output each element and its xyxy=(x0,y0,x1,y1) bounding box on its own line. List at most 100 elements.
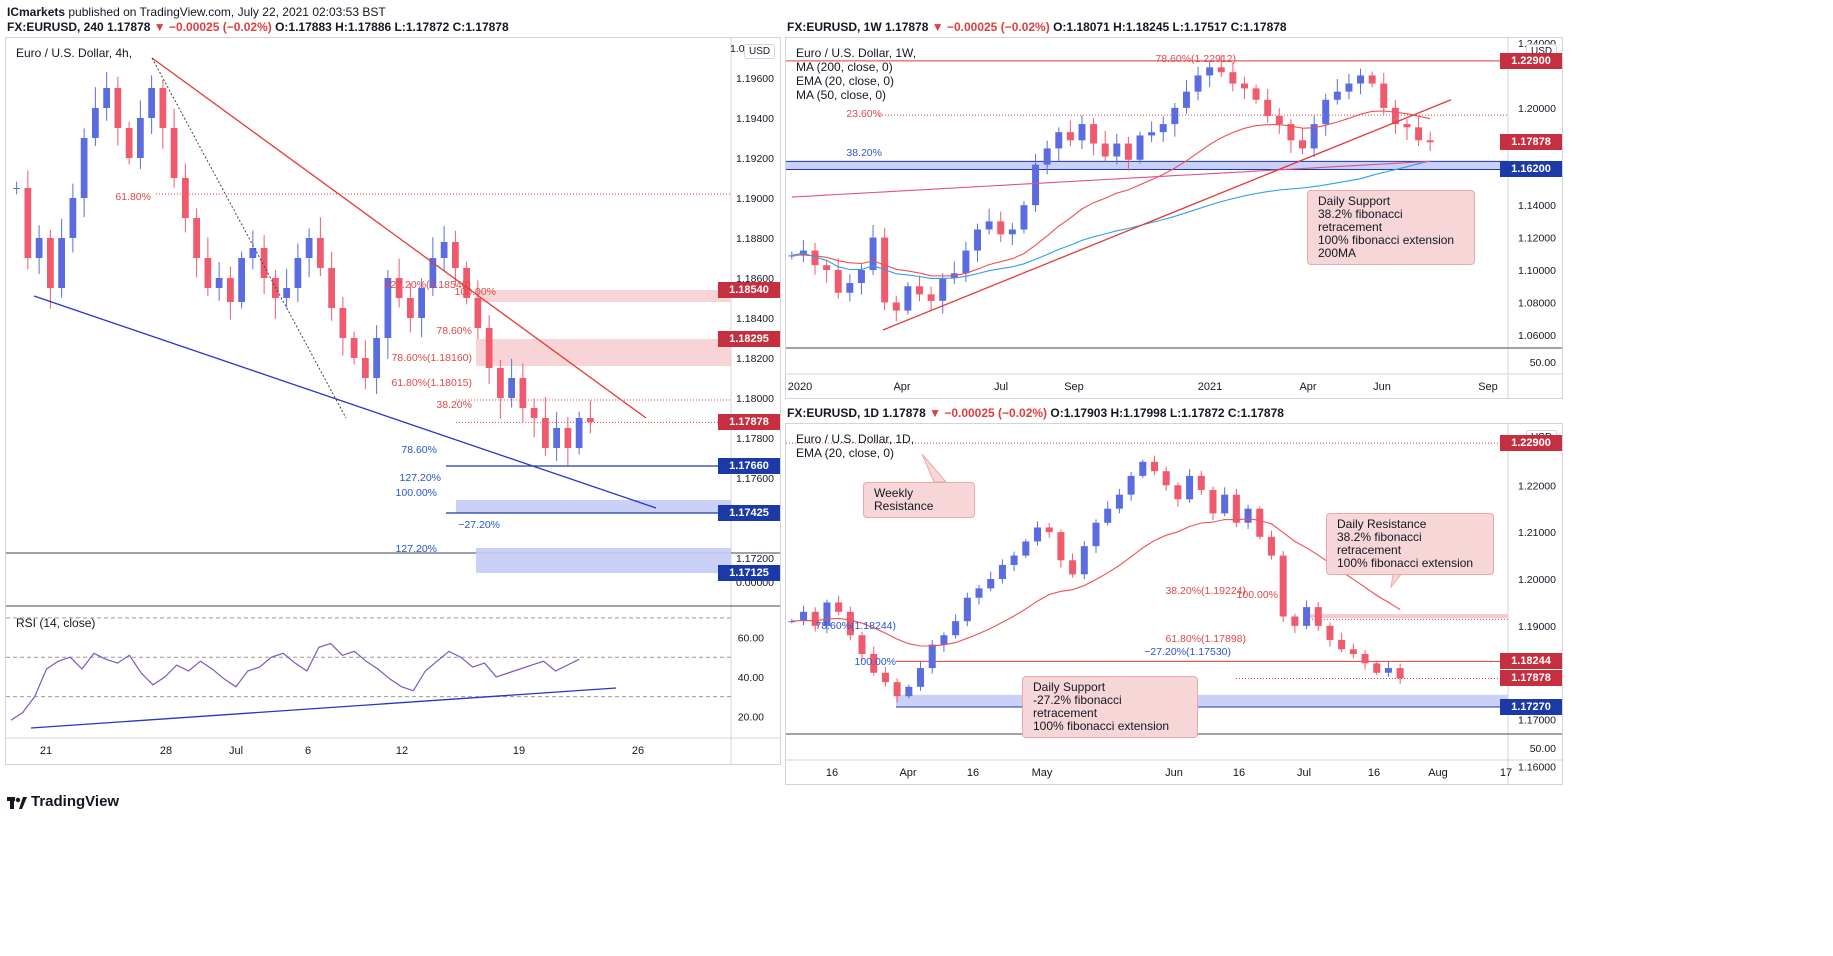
d1-fib-label: −27.20%(1.17530) xyxy=(1144,646,1231,658)
h4-candle xyxy=(452,242,459,268)
d1-x-label: Aug xyxy=(1428,767,1448,779)
w1-candle xyxy=(1101,143,1109,157)
w1-open: O:1.18071 xyxy=(1053,20,1110,34)
w1-x-label: 2020 xyxy=(788,381,812,393)
d1-candle xyxy=(1092,522,1100,547)
w1-candle xyxy=(1368,75,1376,84)
w1-candle xyxy=(916,286,923,295)
d1-candle xyxy=(1279,555,1287,617)
h4-currency-button[interactable]: USD xyxy=(744,44,776,59)
w1-candle xyxy=(1357,75,1365,84)
d1-candle xyxy=(870,654,878,673)
w1-fib-label: 23.60% xyxy=(846,108,882,120)
h4-candle xyxy=(47,238,54,288)
d1-indicator-ema20: EMA (20, close, 0) xyxy=(796,446,895,460)
d1-candle xyxy=(846,611,854,636)
w1-x-label: 2021 xyxy=(1198,381,1222,393)
d1-candle xyxy=(1338,639,1346,650)
w1-indicator-ma50: MA (50, close, 0) xyxy=(796,88,887,102)
w1-candle xyxy=(1159,124,1167,133)
d1-chart-pane[interactable]: 78.60%(1.18244) 100.00% −27.20%(1.17530) 38… xyxy=(785,423,1563,785)
h4-price-tag: 1.17878 xyxy=(718,414,780,431)
d1-daily-resistance-note: Daily Resistance 38.2% fibonacci retrace… xyxy=(1326,513,1494,575)
w1-chart-svg[interactable]: 78.60%(1.22912)23.60%38.20%1.240001.2000… xyxy=(786,38,1563,399)
w1-chart-pane[interactable]: 78.60%(1.22912)23.60%38.20%1.240001.2000… xyxy=(785,37,1563,399)
tradingview-logo[interactable]: TradingView xyxy=(7,793,119,810)
h4-candle xyxy=(564,428,572,448)
d1-candle xyxy=(1303,607,1311,626)
w1-candle xyxy=(892,302,900,311)
h4-fib-label: 127.20% xyxy=(396,543,437,555)
w1-candle xyxy=(846,283,854,293)
d1-candle xyxy=(1010,555,1018,565)
h4-candle xyxy=(204,258,212,288)
rsi-y-label: 60.00 xyxy=(738,633,764,645)
d1-x-label: 17 xyxy=(1500,767,1512,779)
h4-candle xyxy=(215,278,223,288)
h4-candle xyxy=(35,238,43,258)
w1-candle xyxy=(1299,140,1306,149)
h4-chart-pane[interactable]: 61.80% 127.20%(1.18540) 100.00% 78.60% 78.60… xyxy=(5,37,781,765)
w1-support-zone xyxy=(786,161,1508,170)
h4-candle xyxy=(485,328,493,368)
h4-candle xyxy=(384,278,392,338)
h4-trendline-resistance xyxy=(151,57,647,419)
d1-candle xyxy=(1127,475,1135,495)
w1-low: L:1.17517 xyxy=(1172,20,1228,34)
w1-price-tag: 1.16200 xyxy=(1500,161,1562,178)
d1-fib-label: 61.80%(1.17898) xyxy=(1165,633,1246,645)
h4-candle xyxy=(114,88,122,128)
d1-price: 1.17878 xyxy=(882,406,926,420)
w1-candle xyxy=(927,294,935,301)
d1-candle xyxy=(800,611,808,622)
h4-y-label: 1.18800 xyxy=(736,233,774,245)
h4-candle xyxy=(159,88,167,128)
w1-candle xyxy=(1275,115,1283,125)
d1-candle xyxy=(835,602,843,612)
w1-ema20-line xyxy=(791,110,1431,277)
d1-close: C:1.17878 xyxy=(1227,406,1284,420)
d1-chart-svg[interactable]: 78.60%(1.18244) 100.00% −27.20%(1.17530) 38… xyxy=(786,424,1563,785)
d1-candle xyxy=(1232,494,1240,523)
w1-candle xyxy=(869,237,877,271)
tradingview-logo-icon xyxy=(7,796,27,809)
h4-support-zone xyxy=(456,500,731,513)
w1-candle xyxy=(1217,67,1225,73)
tradingview-brand: TradingView xyxy=(31,793,120,810)
w1-indicator-ema20: EMA (20, close, 0) xyxy=(796,74,895,88)
w1-candle xyxy=(1322,99,1330,125)
d1-candle xyxy=(917,668,925,687)
h4-fib-label: −27.20% xyxy=(458,519,500,531)
h4-chart-svg[interactable]: 61.80%127.20%(1.18540)100.00%78.60%78.60… xyxy=(6,38,781,765)
w1-symbol-bar: FX:EURUSD, 1W 1.17878 ▼ −0.00025 (−0.02%… xyxy=(787,20,1287,34)
h4-x-label: 26 xyxy=(632,745,644,757)
w1-ma200-line xyxy=(791,160,1431,198)
d1-candle xyxy=(952,621,960,636)
w1-change: ▼ −0.00025 (−0.02%) xyxy=(931,20,1050,34)
h4-candle xyxy=(260,248,268,278)
d1-x-label: Jun xyxy=(1165,767,1183,779)
h4-fib-label: 100.00% xyxy=(396,487,437,499)
h4-candle xyxy=(362,358,369,378)
h4-candle xyxy=(24,188,32,258)
d1-candle xyxy=(1314,607,1322,626)
w1-symbol: FX:EURUSD, 1W xyxy=(787,20,882,34)
h4-open: O:1.17883 xyxy=(275,20,332,34)
w1-candle xyxy=(1310,124,1318,149)
d1-change: ▼ −0.00025 (−0.02%) xyxy=(929,406,1048,420)
d1-candle xyxy=(987,579,995,589)
w1-candle xyxy=(1171,107,1179,125)
h4-fib-label: 100.00% xyxy=(455,286,496,298)
d1-candle xyxy=(1057,532,1065,561)
d1-fib-label: 38.20%(1.19224) xyxy=(1165,585,1246,597)
w1-price-tag: 1.17878 xyxy=(1500,134,1562,151)
d1-candle xyxy=(1069,560,1077,575)
d1-candle xyxy=(893,682,901,697)
w1-candle xyxy=(985,221,993,230)
d1-candle xyxy=(1361,654,1369,664)
d1-x-label: 16 xyxy=(1233,767,1245,779)
w1-candle xyxy=(1008,229,1016,235)
w1-candle xyxy=(1182,91,1190,108)
d1-candle xyxy=(963,597,971,622)
d1-candle xyxy=(928,644,936,669)
